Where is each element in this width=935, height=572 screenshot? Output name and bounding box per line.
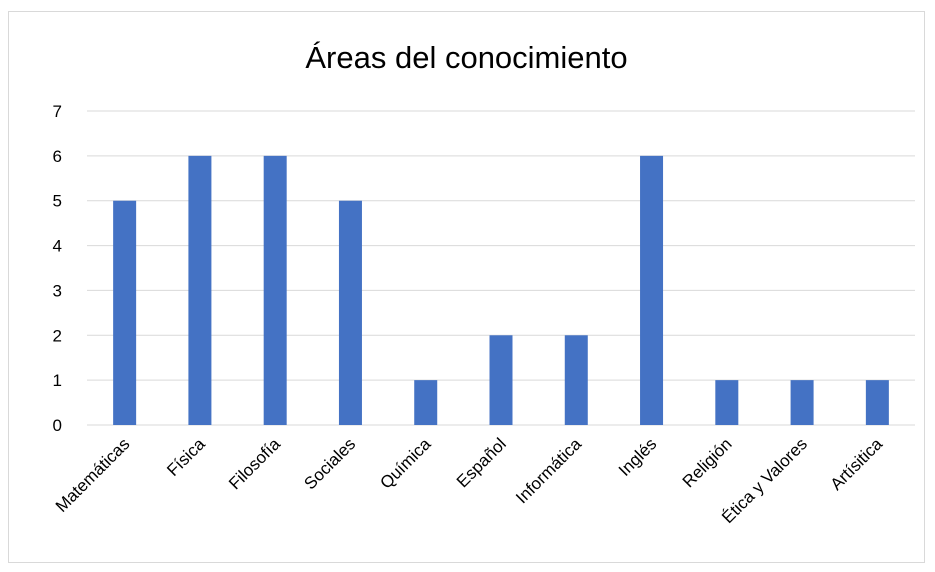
x-tick-label: Inglés (615, 434, 661, 480)
chart-title: Áreas del conocimiento (305, 40, 628, 75)
bar (414, 380, 438, 425)
y-tick-label: 5 (53, 192, 62, 211)
x-tick-label: Español (453, 434, 510, 491)
bar (489, 335, 513, 425)
y-tick-label: 0 (53, 416, 62, 435)
x-tick-label: Química (376, 434, 435, 493)
x-axis-ticks: Matemáticas Física Filosofía Sociales Químic… (52, 434, 887, 527)
x-tick-label: Matemáticas (52, 434, 134, 516)
bar (865, 380, 889, 425)
y-axis-ticks: 0 1 2 3 4 5 6 7 (53, 102, 62, 435)
y-tick-label: 4 (53, 237, 62, 256)
bar (640, 155, 664, 425)
x-tick-label: Artísitica (827, 434, 887, 494)
bar (564, 335, 588, 425)
x-tick-label: Filosofía (225, 434, 284, 493)
bars (113, 155, 889, 425)
bar (188, 155, 212, 425)
y-tick-label: 6 (53, 147, 62, 166)
bar (715, 380, 739, 425)
x-tick-label: Religión (679, 434, 736, 491)
x-tick-label: Física (163, 434, 209, 480)
y-tick-label: 7 (53, 102, 62, 121)
bar (113, 200, 137, 425)
x-tick-label: Informática (512, 434, 585, 507)
y-tick-label: 3 (53, 281, 62, 300)
bar (263, 155, 287, 425)
bar (790, 380, 814, 425)
x-tick-label: Sociales (300, 434, 359, 493)
chart-frame: Áreas del conocimiento (8, 11, 925, 563)
y-tick-label: 1 (53, 371, 62, 390)
bar (338, 200, 362, 425)
y-tick-label: 2 (53, 326, 62, 345)
